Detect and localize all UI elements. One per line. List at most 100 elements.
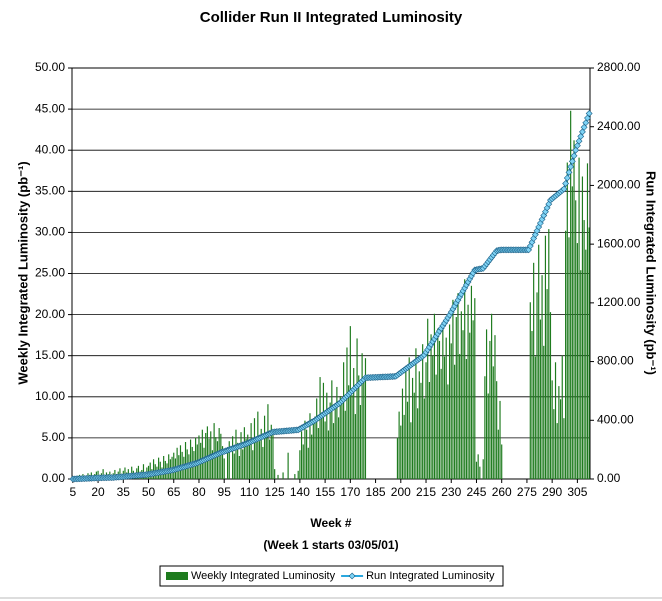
- bar: [304, 420, 306, 479]
- bar: [570, 110, 572, 479]
- bar: [243, 427, 245, 479]
- bar: [257, 411, 259, 479]
- line-marker: [585, 110, 593, 117]
- bar: [448, 324, 451, 479]
- bar: [307, 447, 309, 479]
- bar: [221, 446, 224, 479]
- bar: [499, 400, 501, 479]
- bar: [417, 408, 419, 479]
- bar: [501, 444, 503, 479]
- bar: [487, 393, 489, 479]
- bar: [406, 401, 409, 479]
- bar: [445, 337, 447, 479]
- bar: [319, 377, 321, 479]
- bar: [267, 404, 269, 479]
- bar: [158, 457, 160, 479]
- bar: [240, 432, 242, 479]
- bar: [484, 376, 486, 479]
- bar: [565, 230, 567, 479]
- bar: [459, 354, 461, 479]
- bar: [346, 347, 348, 479]
- bar: [430, 334, 432, 479]
- bar: [460, 311, 462, 479]
- bar: [455, 317, 457, 479]
- bar: [422, 344, 424, 479]
- bar: [322, 382, 325, 479]
- bar: [539, 319, 541, 479]
- bar: [233, 453, 235, 479]
- bar: [573, 140, 575, 479]
- bar: [548, 229, 550, 479]
- x-tick-label: 230: [441, 485, 461, 499]
- y2-tick-label: 400.00: [597, 412, 634, 426]
- y-tick-label: 10.00: [35, 389, 65, 403]
- bar: [543, 345, 545, 479]
- x-tick-label: 215: [416, 485, 436, 499]
- line-marker: [580, 123, 588, 131]
- bar: [206, 426, 208, 479]
- x-tick-label: 110: [240, 485, 259, 499]
- legend-label: Weekly Integrated Luminosity: [191, 570, 336, 582]
- y-tick-label: 40.00: [35, 142, 65, 156]
- bar: [440, 368, 442, 479]
- bar: [410, 422, 412, 479]
- bar: [361, 353, 363, 479]
- bar: [470, 285, 473, 479]
- bar: [336, 386, 338, 479]
- bar: [211, 450, 214, 479]
- bar: [401, 388, 404, 479]
- legend-marker: [348, 572, 356, 580]
- bar: [237, 442, 239, 479]
- y-tick-label: 20.00: [35, 307, 65, 321]
- bar: [349, 326, 351, 479]
- bar: [287, 452, 289, 479]
- x-tick-label: 80: [192, 485, 206, 499]
- bar: [467, 304, 469, 479]
- bar: [485, 329, 488, 479]
- bar: [226, 447, 229, 479]
- x-tick-label: 35: [117, 485, 131, 499]
- y-tick-label: 15.00: [35, 348, 65, 362]
- bar: [465, 358, 467, 479]
- bar: [364, 358, 367, 479]
- bar: [583, 220, 585, 479]
- bar: [195, 437, 197, 479]
- bar: [297, 470, 299, 479]
- bar: [427, 318, 429, 479]
- bar: [442, 322, 444, 479]
- bar: [270, 424, 272, 479]
- bar: [228, 441, 230, 479]
- bar: [541, 275, 543, 479]
- bar: [329, 402, 331, 479]
- bar: [272, 430, 274, 479]
- x-tick-label: 245: [466, 485, 486, 499]
- bar: [242, 449, 244, 479]
- bar: [317, 428, 319, 479]
- bar: [452, 299, 454, 479]
- bar: [553, 409, 555, 479]
- bar: [250, 423, 252, 479]
- bar: [405, 367, 407, 479]
- bar: [423, 398, 425, 479]
- bar: [263, 415, 266, 479]
- y-tick-label: 25.00: [35, 266, 65, 280]
- bar: [546, 289, 548, 479]
- bar: [408, 357, 410, 479]
- bar: [443, 356, 446, 479]
- chart-title: Collider Run II Integrated Luminosity: [200, 9, 463, 26]
- bar: [223, 458, 225, 479]
- bar: [363, 382, 365, 479]
- line-marker: [562, 180, 570, 187]
- bar: [102, 469, 104, 479]
- y-tick-label: 50.00: [35, 60, 65, 74]
- bar: [341, 400, 343, 479]
- x-tick-label: 260: [492, 485, 512, 499]
- bar: [435, 374, 437, 479]
- bar: [544, 235, 547, 479]
- bar: [447, 384, 449, 479]
- bar: [534, 356, 536, 479]
- bar: [496, 381, 498, 479]
- bar: [559, 399, 562, 479]
- bar: [469, 332, 471, 479]
- bar: [437, 328, 439, 479]
